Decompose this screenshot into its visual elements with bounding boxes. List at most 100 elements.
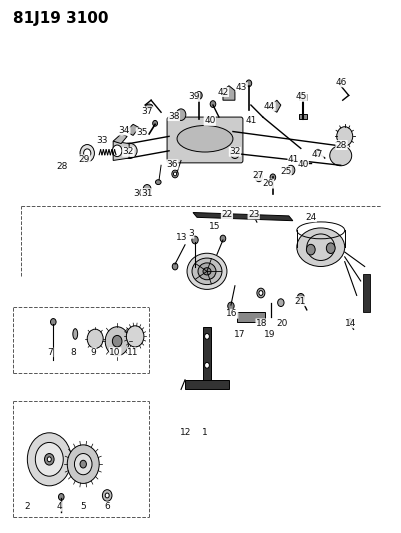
Text: 15: 15 xyxy=(209,222,220,231)
Circle shape xyxy=(227,302,233,310)
Text: 28: 28 xyxy=(56,161,68,171)
Circle shape xyxy=(269,174,275,181)
Text: 21: 21 xyxy=(294,297,305,306)
Text: 11: 11 xyxy=(127,348,138,357)
Text: 81J19 3100: 81J19 3100 xyxy=(13,11,109,26)
Circle shape xyxy=(112,145,122,157)
Polygon shape xyxy=(180,124,229,158)
Polygon shape xyxy=(113,134,127,143)
Circle shape xyxy=(112,335,122,347)
Text: 43: 43 xyxy=(235,83,247,92)
Bar xyxy=(298,114,306,119)
Circle shape xyxy=(210,101,215,108)
Text: 38: 38 xyxy=(168,111,179,120)
Polygon shape xyxy=(268,100,280,112)
Text: 5: 5 xyxy=(80,502,86,511)
Text: 29: 29 xyxy=(79,155,90,164)
Text: 28: 28 xyxy=(335,141,346,150)
Text: 32: 32 xyxy=(229,147,240,156)
Circle shape xyxy=(51,319,56,325)
Text: 42: 42 xyxy=(217,87,228,96)
Bar xyxy=(180,141,229,158)
Polygon shape xyxy=(125,124,139,135)
Circle shape xyxy=(245,80,251,87)
Text: 39: 39 xyxy=(188,92,199,101)
Text: 35: 35 xyxy=(136,128,147,137)
Text: 6: 6 xyxy=(104,502,110,511)
Circle shape xyxy=(143,184,151,194)
Circle shape xyxy=(286,165,294,175)
Circle shape xyxy=(105,493,109,498)
Text: 22: 22 xyxy=(221,210,232,219)
Circle shape xyxy=(67,445,99,483)
Polygon shape xyxy=(192,213,292,221)
Text: 46: 46 xyxy=(335,78,346,87)
Circle shape xyxy=(87,329,103,349)
Circle shape xyxy=(230,148,239,158)
Text: 24: 24 xyxy=(304,213,316,222)
Circle shape xyxy=(83,149,91,158)
Circle shape xyxy=(102,490,112,501)
Circle shape xyxy=(126,326,144,347)
Text: 31: 31 xyxy=(141,189,152,198)
Ellipse shape xyxy=(186,253,227,289)
Text: 47: 47 xyxy=(311,150,322,159)
Text: 41: 41 xyxy=(245,116,256,125)
Circle shape xyxy=(105,327,129,356)
Bar xyxy=(298,94,306,100)
Text: 25: 25 xyxy=(279,166,291,175)
Circle shape xyxy=(152,120,157,126)
Ellipse shape xyxy=(329,146,351,166)
Ellipse shape xyxy=(176,125,232,152)
Circle shape xyxy=(296,294,304,302)
Circle shape xyxy=(173,172,176,176)
Text: 4: 4 xyxy=(56,502,62,511)
Ellipse shape xyxy=(155,180,161,184)
Circle shape xyxy=(204,334,209,340)
Text: 26: 26 xyxy=(262,179,273,188)
Text: 13: 13 xyxy=(176,233,187,242)
Text: 30: 30 xyxy=(133,189,144,198)
Text: 16: 16 xyxy=(226,309,237,318)
Text: 40: 40 xyxy=(204,116,215,125)
Text: 10: 10 xyxy=(109,348,121,357)
Text: 36: 36 xyxy=(166,160,178,169)
Ellipse shape xyxy=(203,268,211,275)
Text: 14: 14 xyxy=(344,319,356,328)
Text: 9: 9 xyxy=(90,348,96,357)
Bar xyxy=(362,274,369,312)
Text: 19: 19 xyxy=(263,330,275,340)
Circle shape xyxy=(314,149,320,156)
Ellipse shape xyxy=(192,258,221,285)
Ellipse shape xyxy=(296,228,344,266)
Text: 7: 7 xyxy=(47,348,53,357)
Circle shape xyxy=(255,173,262,182)
Text: 44: 44 xyxy=(263,102,275,111)
Circle shape xyxy=(336,127,352,146)
Text: 34: 34 xyxy=(118,126,130,135)
Text: 12: 12 xyxy=(180,429,191,437)
Polygon shape xyxy=(113,141,129,160)
Circle shape xyxy=(277,299,284,306)
Text: 18: 18 xyxy=(255,319,267,328)
Circle shape xyxy=(195,92,202,99)
Polygon shape xyxy=(236,312,264,322)
Text: 37: 37 xyxy=(141,107,152,116)
Ellipse shape xyxy=(145,104,152,109)
Text: 20: 20 xyxy=(275,319,287,328)
Text: 17: 17 xyxy=(234,330,245,340)
Text: 40: 40 xyxy=(296,160,308,169)
Text: 8: 8 xyxy=(70,348,76,357)
Ellipse shape xyxy=(180,124,229,158)
Circle shape xyxy=(176,109,185,120)
Circle shape xyxy=(35,442,63,476)
Circle shape xyxy=(47,457,51,462)
Text: 2: 2 xyxy=(24,502,30,511)
Circle shape xyxy=(80,461,86,468)
Circle shape xyxy=(27,433,71,486)
Circle shape xyxy=(80,144,94,162)
Ellipse shape xyxy=(198,263,215,280)
Text: 33: 33 xyxy=(96,136,107,145)
Circle shape xyxy=(74,454,92,475)
Text: 23: 23 xyxy=(247,210,259,219)
